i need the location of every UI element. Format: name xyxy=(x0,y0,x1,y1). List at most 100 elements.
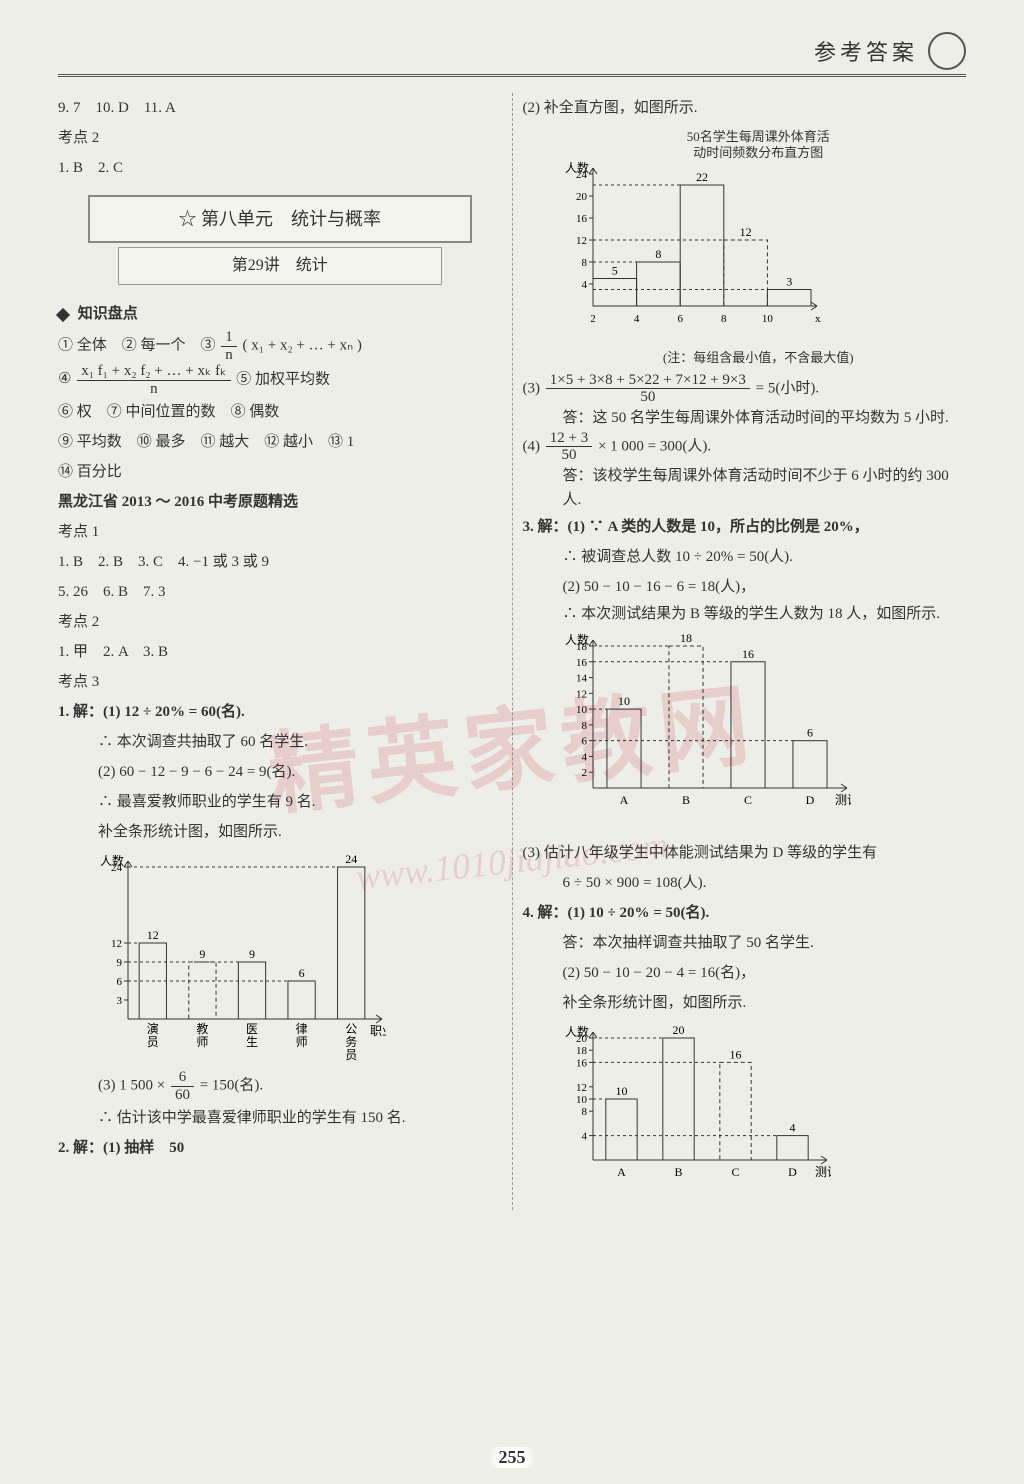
svg-text:x/小时: x/小时 xyxy=(815,312,821,325)
q1-1: 1. 解：(1) 12 ÷ 20% = 60(名). xyxy=(58,697,502,727)
svg-text:员: 员 xyxy=(147,1035,159,1049)
svg-text:4: 4 xyxy=(581,1130,587,1142)
svg-text:24: 24 xyxy=(345,853,357,866)
svg-text:8: 8 xyxy=(581,257,587,269)
q3-2b: ∴ 本次测试结果为 B 等级的学生人数为 18 人，如图所示. xyxy=(523,602,967,626)
svg-text:8: 8 xyxy=(581,1106,587,1118)
svg-text:4: 4 xyxy=(581,751,587,763)
svg-text:6: 6 xyxy=(581,735,587,747)
svg-text:A: A xyxy=(617,1165,626,1179)
svg-text:18: 18 xyxy=(576,1045,588,1057)
svg-text:2: 2 xyxy=(590,313,596,325)
svg-text:D: D xyxy=(805,793,814,807)
frac-1-over-n: 1 n xyxy=(221,329,237,363)
q4-2: (2) 50 − 10 − 20 − 4 = 16(名)， xyxy=(523,958,967,988)
unit-subtitle: 第29讲 统计 xyxy=(232,257,328,274)
page: 参考答案 精英家教网 www.1010jiajiao.com 9. 7 10. … xyxy=(0,0,1024,1484)
svg-text:20: 20 xyxy=(672,1024,684,1037)
weighted-mean-formula: x₁ f₁ + x₂ f₂ + … + xₖ fₖ n xyxy=(77,363,230,397)
enum1-pre: ① 全体 ② 每一个 ③ xyxy=(58,337,216,353)
svg-text:10: 10 xyxy=(576,704,588,716)
knowledge-checklist-heading: 知识盘点 xyxy=(58,299,502,329)
svg-text:测试等级: 测试等级 xyxy=(815,1164,831,1179)
svg-text:6: 6 xyxy=(807,725,813,739)
svg-text:9: 9 xyxy=(199,947,205,961)
kd1-b: 5. 26 6. B 7. 3 xyxy=(58,577,502,607)
q4-2b: 补全条形统计图，如图所示. xyxy=(523,988,967,1018)
svg-text:务: 务 xyxy=(345,1034,357,1049)
q3-1b: ∴ 被调查总人数 10 ÷ 20% = 50(人). xyxy=(523,542,967,572)
enum-line-3: ⑥ 权 ⑦ 中间位置的数 ⑧ 偶数 xyxy=(58,397,502,427)
c2-title2: 动时间频数分布直方图 xyxy=(551,145,967,161)
q4-1: 4. 解：(1) 10 ÷ 20% = 50(名). xyxy=(523,898,967,928)
f660-den: 60 xyxy=(171,1087,194,1104)
svg-text:A: A xyxy=(619,793,628,807)
column-divider xyxy=(512,93,513,1210)
svg-text:10: 10 xyxy=(618,694,630,708)
right-column: (2) 补全直方图，如图所示. 50名学生每周课外体育活 动时间频数分布直方图 … xyxy=(523,93,967,1210)
r4: (4) 12 + 3 50 × 1 000 = 300(人). xyxy=(523,430,967,464)
svg-text:测试等级: 测试等级 xyxy=(835,792,851,807)
q4-1b: 答：本次抽样调查共抽取了 50 名学生. xyxy=(523,928,967,958)
svg-text:公: 公 xyxy=(345,1022,357,1036)
svg-text:D: D xyxy=(788,1165,797,1179)
svg-text:师: 师 xyxy=(296,1035,308,1049)
f660-num: 6 xyxy=(171,1069,194,1087)
svg-text:16: 16 xyxy=(576,1057,588,1069)
svg-text:6: 6 xyxy=(677,313,683,325)
r4-num: 12 + 3 xyxy=(546,430,592,448)
svg-text:人数: 人数 xyxy=(564,632,588,647)
svg-text:9: 9 xyxy=(117,957,123,969)
q3-1: 3. 解：(1) ∵ A 类的人数是 10，所占的比例是 20%， xyxy=(523,512,967,542)
chart-3-grades: 246810121416181018166ABCD测试等级人数 xyxy=(551,632,967,832)
kd3-label: 考点 3 xyxy=(58,667,502,697)
kaodian-2-answers: 1. B 2. C xyxy=(58,153,502,183)
enum-line-5: ⑭ 百分比 xyxy=(58,457,502,487)
page-number: 255 xyxy=(481,1447,544,1468)
unit-title: ☆ 第八单元 统计与概率 xyxy=(179,209,382,229)
svg-text:16: 16 xyxy=(729,1047,741,1061)
svg-text:生: 生 xyxy=(246,1035,258,1049)
svg-text:8: 8 xyxy=(581,720,587,732)
chart-1-occupation: 36912241299624演员教师医生律师公务员职业类别人数 xyxy=(86,853,502,1063)
r3-tail: = 5(小时). xyxy=(756,380,819,396)
q1-2b: ∴ 最喜爱教师职业的学生有 9 名. xyxy=(58,787,502,817)
frac-6-60: 6 60 xyxy=(171,1069,194,1103)
svg-text:员: 员 xyxy=(345,1048,357,1062)
svg-text:人数: 人数 xyxy=(100,853,124,868)
r3-frac: 1×5 + 3×8 + 5×22 + 7×12 + 9×3 50 xyxy=(546,372,750,406)
svg-text:2: 2 xyxy=(581,767,587,779)
svg-text:12: 12 xyxy=(576,235,587,247)
svg-text:9: 9 xyxy=(249,947,255,961)
svg-text:职业类别: 职业类别 xyxy=(370,1024,386,1038)
wm-num: x₁ f₁ + x₂ f₂ + … + xₖ fₖ xyxy=(77,363,230,381)
r4-pre: (4) xyxy=(523,438,541,454)
r4-frac: 12 + 3 50 xyxy=(546,430,592,464)
q1-2c: 补全条形统计图，如图所示. xyxy=(58,817,502,847)
circled-4: ④ xyxy=(58,364,71,394)
r3-ans: 答：这 50 名学生每周课外体育活动时间的平均数为 5 小时. xyxy=(523,406,967,430)
enum-line-2: ④ x₁ f₁ + x₂ f₂ + … + xₖ fₖ n ⑤ 加权平均数 xyxy=(58,363,502,397)
header-title: 参考答案 xyxy=(814,35,918,67)
diamond-icon xyxy=(56,307,70,321)
enum-line-4: ⑨ 平均数 ⑩ 最多 ⑪ 越大 ⑫ 越小 ⑬ 1 xyxy=(58,427,502,457)
q1-3: (3) 1 500 × 6 60 = 150(名). xyxy=(58,1069,502,1103)
svg-text:12: 12 xyxy=(739,225,751,239)
q1-3-tail: = 150(名). xyxy=(200,1077,263,1093)
svg-text:4: 4 xyxy=(633,313,639,325)
r4-tail: × 1 000 = 300(人). xyxy=(598,438,711,454)
chart-2-histogram: 50名学生每周课外体育活 动时间频数分布直方图 4812162024582212… xyxy=(551,129,967,366)
svg-text:8: 8 xyxy=(721,313,727,325)
kd2b-a: 1. 甲 2. A 3. B xyxy=(58,637,502,667)
zspd-text: 知识盘点 xyxy=(78,306,138,322)
svg-text:16: 16 xyxy=(742,647,754,661)
svg-text:人数: 人数 xyxy=(564,160,588,175)
svg-text:12: 12 xyxy=(576,1082,587,1094)
svg-text:3: 3 xyxy=(117,995,123,1007)
chart-4-grades: 4810121618201020164ABCD测试等级人数 xyxy=(551,1024,967,1204)
q3-3b: 6 ÷ 50 × 900 = 108(人). xyxy=(523,868,967,898)
svg-text:教: 教 xyxy=(196,1021,208,1036)
r3: (3) 1×5 + 3×8 + 5×22 + 7×12 + 9×3 50 = 5… xyxy=(523,372,967,406)
r3-pre: (3) xyxy=(523,380,541,396)
svg-text:人数: 人数 xyxy=(564,1024,588,1039)
